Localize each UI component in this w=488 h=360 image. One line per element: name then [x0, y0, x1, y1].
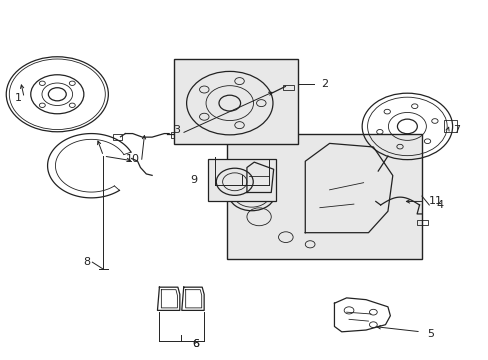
Text: 3: 3	[173, 125, 180, 135]
Bar	[207, 158, 276, 202]
Bar	[170, 132, 179, 138]
Text: 10: 10	[125, 154, 140, 163]
Bar	[113, 134, 122, 140]
Text: 2: 2	[321, 78, 328, 89]
Bar	[283, 85, 293, 90]
Text: 11: 11	[428, 197, 442, 206]
Text: 1: 1	[15, 93, 22, 103]
Bar	[444, 120, 456, 132]
Bar	[227, 134, 421, 258]
Bar	[416, 220, 427, 225]
Text: 8: 8	[83, 257, 90, 267]
Text: 9: 9	[189, 175, 197, 185]
Text: 5: 5	[426, 329, 433, 339]
Text: 7: 7	[453, 125, 460, 135]
Text: 6: 6	[192, 339, 199, 349]
Text: 4: 4	[436, 200, 443, 210]
Text: 6: 6	[192, 339, 199, 349]
Bar	[174, 59, 297, 144]
